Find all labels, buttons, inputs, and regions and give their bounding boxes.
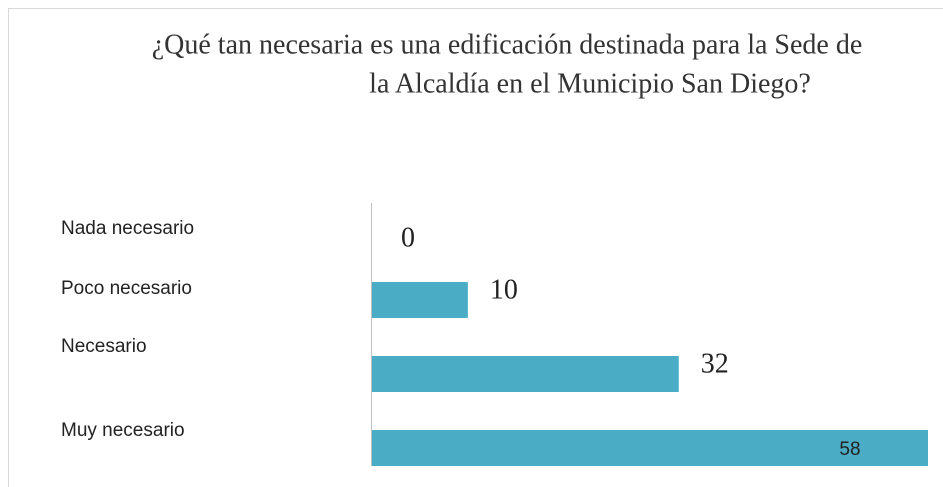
category-label: Necesario xyxy=(61,336,147,357)
value-label: 32 xyxy=(701,348,729,379)
bar xyxy=(372,282,468,318)
bar xyxy=(372,356,679,392)
value-label: 58 xyxy=(839,439,860,460)
category-label: Poco necesario xyxy=(61,278,192,299)
chart-border xyxy=(8,8,943,487)
chart-title: la Alcaldía en el Municipio San Diego? xyxy=(369,68,811,99)
bar xyxy=(372,430,928,466)
chart-title: ¿Qué tan necesaria es una edificación de… xyxy=(152,29,863,60)
category-label: Nada necesario xyxy=(61,218,194,239)
category-label: Muy necesario xyxy=(61,420,185,441)
value-label: 10 xyxy=(490,274,518,305)
value-label: 0 xyxy=(401,222,415,253)
